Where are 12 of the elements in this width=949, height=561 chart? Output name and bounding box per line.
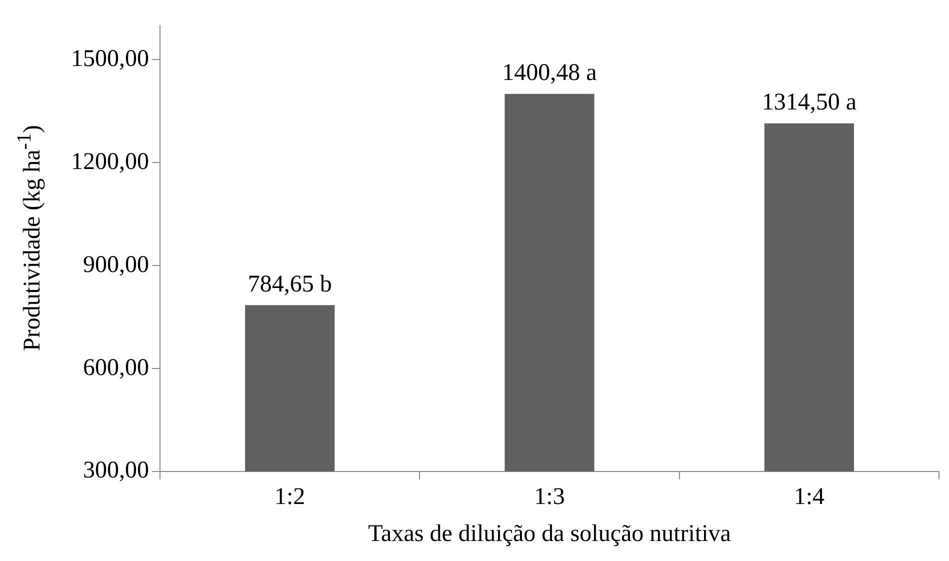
- data-label: 1400,48 a: [502, 60, 598, 86]
- y-tick-label: 900,00: [83, 252, 149, 278]
- x-tick-label: 1:2: [274, 484, 306, 510]
- x-tick-label: 1:3: [534, 484, 565, 510]
- y-tick-label: 300,00: [83, 458, 149, 484]
- data-label: 784,65 b: [248, 271, 332, 298]
- x-tick-label: 1:4: [794, 484, 825, 510]
- y-tick-label: 1500,00: [71, 46, 149, 72]
- x-axis-title: Taxas de diluição da solução nutritiva: [368, 520, 732, 547]
- data-label: 1314,50 a: [762, 90, 857, 116]
- y-tick-label: 600,00: [83, 354, 149, 381]
- y-tick-label: 1200,00: [71, 148, 149, 175]
